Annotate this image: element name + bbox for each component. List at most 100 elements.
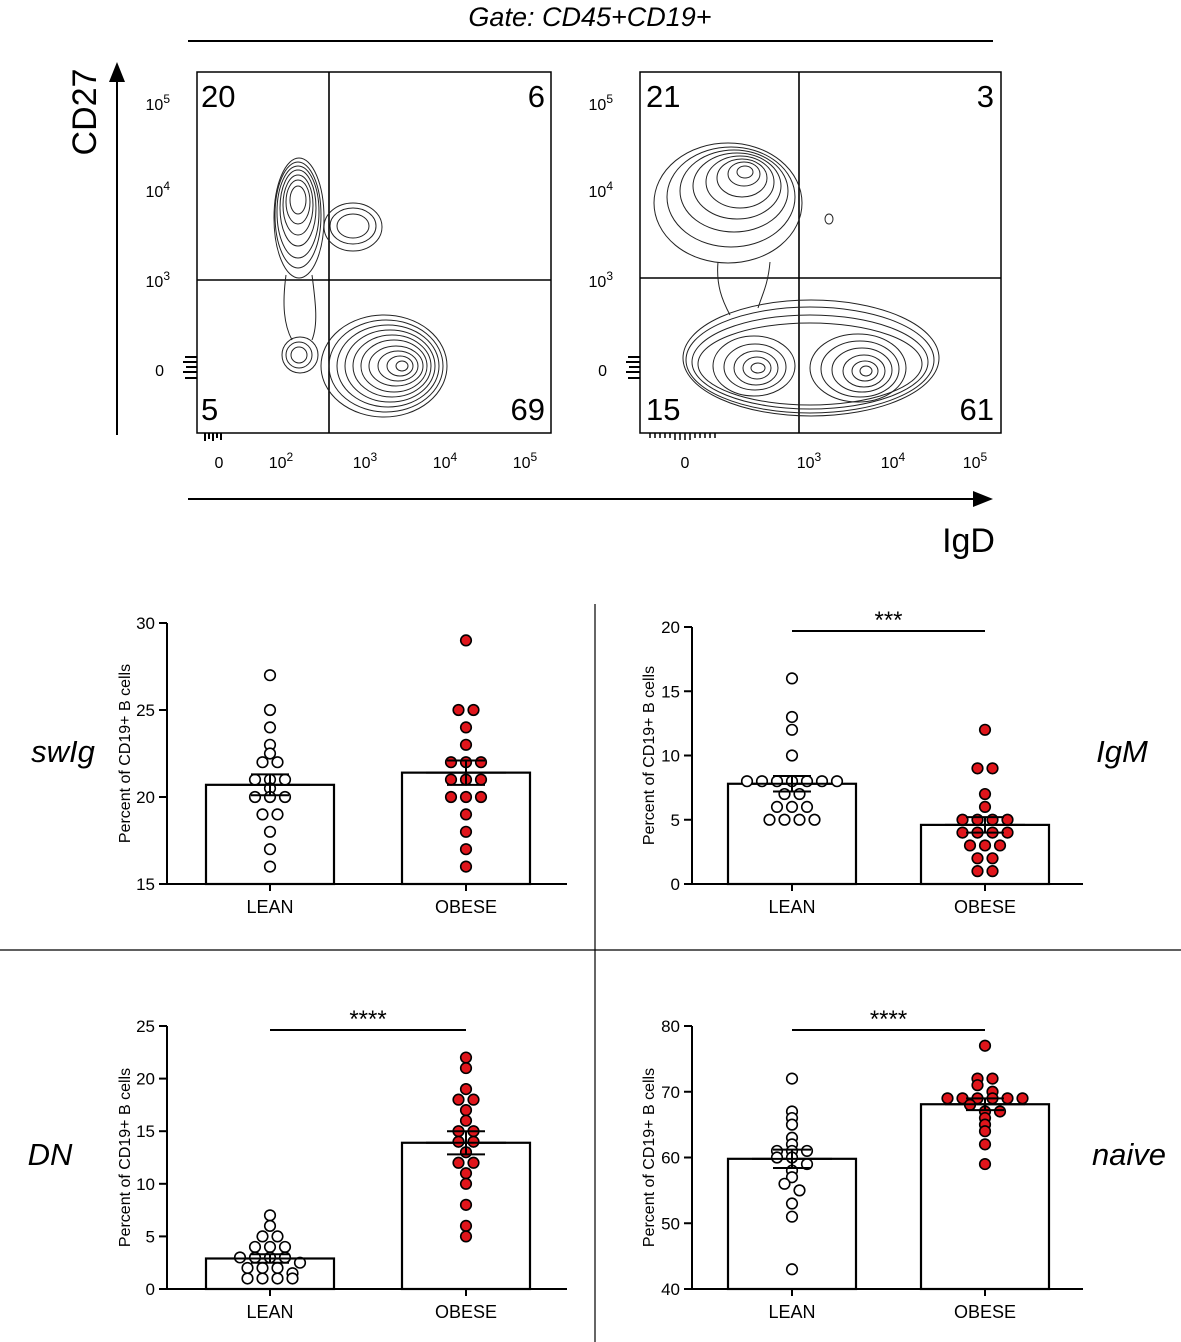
panel-title: naive bbox=[1092, 1137, 1166, 1172]
y-tick-label: 50 bbox=[661, 1214, 680, 1233]
flow-x-ticks: 0 103 104 105 bbox=[681, 450, 988, 472]
data-point-lean bbox=[785, 749, 799, 762]
data-point-obese bbox=[459, 1219, 473, 1232]
flow-y-minor-ticks bbox=[626, 356, 640, 379]
y-axis-label: Percent of CD19+ B cells bbox=[117, 664, 134, 843]
quadrant-bottom-left: 5 bbox=[201, 392, 218, 427]
flow-plot-1: 20 6 5 69 105 104 103 0 0 102 103 104 10… bbox=[146, 71, 552, 472]
data-point-obese bbox=[459, 1104, 473, 1117]
flow-x-minor-ticks bbox=[204, 433, 222, 441]
data-point-lean bbox=[263, 843, 277, 856]
flow-y-ticks: 105 104 103 0 bbox=[146, 92, 171, 380]
data-point-obese bbox=[971, 813, 984, 826]
data-point-obese bbox=[986, 852, 999, 865]
data-point-obese bbox=[978, 1039, 992, 1052]
flow-x-tick: 104 bbox=[433, 450, 458, 472]
data-point-obese bbox=[459, 634, 473, 647]
flow-x-ticks: 0 102 103 104 105 bbox=[215, 450, 538, 472]
data-point-obese bbox=[444, 756, 458, 769]
x-axis-arrowhead bbox=[973, 491, 993, 507]
data-point-obese bbox=[459, 1230, 473, 1243]
data-point-obese bbox=[459, 843, 473, 856]
data-point-obese bbox=[467, 1093, 480, 1106]
y-tick-label: 10 bbox=[661, 747, 680, 766]
flow-x-tick: 103 bbox=[797, 450, 822, 472]
data-point-lean bbox=[808, 813, 821, 826]
data-point-obese bbox=[474, 790, 488, 804]
data-point-lean bbox=[233, 1251, 247, 1264]
bar-lean bbox=[726, 782, 858, 886]
data-point-obese bbox=[978, 1125, 992, 1138]
quadrant-top-right: 3 bbox=[977, 79, 994, 114]
data-point-lean bbox=[263, 860, 277, 873]
data-point-lean bbox=[785, 1210, 799, 1223]
data-point-obese bbox=[941, 1092, 954, 1105]
y-axis-label: Percent of CD19+ B cells bbox=[641, 1068, 658, 1247]
data-point-obese bbox=[474, 773, 488, 786]
data-point-obese bbox=[444, 790, 458, 804]
quadrant-bottom-right: 61 bbox=[960, 392, 994, 427]
data-point-obese bbox=[459, 1114, 473, 1127]
significance-stars: *** bbox=[874, 607, 902, 634]
data-point-lean bbox=[763, 813, 776, 826]
data-point-obese bbox=[459, 738, 473, 751]
bar-panel-igm: IgM Percent of CD19+ B cells 0 5 10 15 20 LEAN O… bbox=[641, 607, 1148, 917]
data-point-lean bbox=[815, 775, 829, 788]
data-point-obese bbox=[986, 865, 999, 878]
data-point-obese bbox=[459, 860, 473, 873]
data-point-obese bbox=[459, 1051, 473, 1064]
data-point-obese bbox=[459, 1083, 473, 1096]
data-point-obese bbox=[978, 787, 992, 801]
data-point-lean bbox=[271, 1230, 284, 1243]
data-point-obese bbox=[452, 1093, 465, 1106]
data-point-lean bbox=[830, 775, 844, 788]
data-point-lean bbox=[248, 790, 262, 804]
data-point-lean bbox=[770, 775, 784, 788]
y-tick-label: 25 bbox=[136, 701, 155, 720]
flow-y-tick: 104 bbox=[146, 179, 171, 201]
flow-y-minor-ticks bbox=[183, 356, 197, 379]
panel-title: IgM bbox=[1096, 734, 1148, 769]
data-point-lean bbox=[271, 756, 284, 769]
data-point-obese bbox=[978, 723, 992, 736]
data-point-obese bbox=[459, 1177, 473, 1190]
data-point-lean bbox=[785, 710, 799, 724]
data-point-obese bbox=[467, 703, 480, 717]
data-point-obese bbox=[971, 1079, 984, 1092]
flow-y-tick: 104 bbox=[589, 179, 614, 201]
data-point-lean bbox=[785, 1118, 799, 1131]
contour-lines bbox=[653, 142, 940, 417]
data-point-lean bbox=[278, 790, 292, 804]
x-axis-label: IgD bbox=[942, 522, 995, 560]
data-point-lean bbox=[278, 773, 292, 786]
data-point-lean bbox=[286, 1272, 299, 1285]
data-point-lean bbox=[740, 775, 754, 788]
contour-lines bbox=[273, 157, 448, 418]
data-point-lean bbox=[241, 1272, 254, 1285]
data-point-lean bbox=[778, 813, 791, 826]
x-tick-label: LEAN bbox=[246, 1302, 293, 1322]
flow-x-tick: 0 bbox=[681, 455, 690, 472]
data-point-obese bbox=[459, 1061, 473, 1075]
data-point-lean bbox=[263, 1209, 277, 1222]
data-point-obese bbox=[474, 756, 488, 769]
gate-label: Gate: CD45+CD19+ bbox=[468, 2, 711, 32]
data-point-lean bbox=[256, 1230, 269, 1243]
data-point-lean bbox=[793, 1184, 806, 1197]
data-point-obese bbox=[963, 839, 977, 852]
data-point-lean bbox=[778, 787, 791, 801]
quadrant-top-left: 21 bbox=[646, 79, 680, 114]
data-point-lean bbox=[271, 808, 284, 821]
y-tick-label: 20 bbox=[136, 1070, 155, 1089]
y-tick-label: 70 bbox=[661, 1083, 680, 1102]
bar-panel-naive: naive Percent of CD19+ B cells 40 50 60 70 80 L… bbox=[641, 1006, 1166, 1322]
flow-y-tick: 103 bbox=[589, 269, 614, 291]
data-point-obese bbox=[993, 1105, 1007, 1118]
y-tick-label: 5 bbox=[146, 1227, 155, 1246]
y-tick-label: 20 bbox=[136, 788, 155, 807]
data-point-lean bbox=[263, 1240, 277, 1254]
y-axis-label: Percent of CD19+ B cells bbox=[117, 1068, 134, 1247]
data-point-obese bbox=[986, 813, 999, 826]
data-point-lean bbox=[785, 1072, 799, 1085]
